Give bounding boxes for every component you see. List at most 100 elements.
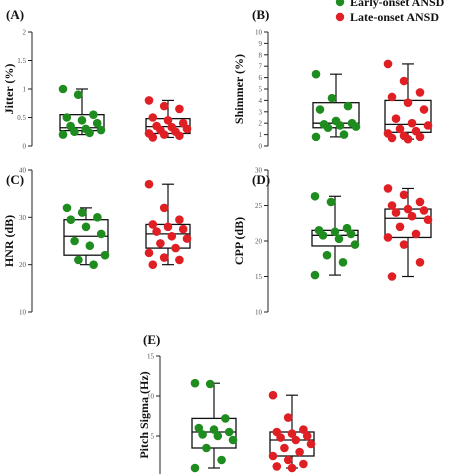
data-point-late	[423, 121, 433, 130]
data-point-early	[315, 105, 325, 114]
data-point-late	[171, 243, 180, 253]
y-tick-label: 10	[255, 29, 263, 37]
data-point-early	[311, 132, 321, 142]
chart-panel-a: (A) 0 0.5 1 1.5 2 Jitter (%)	[2, 7, 192, 151]
data-point-late	[295, 447, 304, 457]
data-point-early	[190, 378, 200, 388]
data-point-early	[92, 118, 102, 128]
data-point-late	[299, 425, 308, 434]
data-point-late	[175, 255, 184, 265]
box-iqr	[191, 417, 237, 449]
data-point-early	[89, 260, 98, 269]
data-point-early	[326, 197, 336, 207]
data-point-late	[287, 463, 297, 473]
data-point-early	[74, 255, 83, 265]
data-point-early	[350, 240, 360, 249]
data-point-late	[419, 105, 429, 114]
y-tick-label: 15	[147, 353, 155, 361]
data-point-late	[182, 124, 192, 134]
y-tick-label: 10	[19, 309, 27, 317]
data-point-late	[163, 222, 173, 232]
data-point-late	[272, 462, 282, 471]
data-point-late	[391, 208, 401, 217]
data-point-early	[58, 84, 68, 94]
data-point-late	[415, 258, 425, 267]
data-point-late	[399, 240, 409, 249]
data-point-early	[318, 231, 328, 240]
data-point-late	[291, 435, 301, 445]
y-tick-label: 7	[259, 63, 263, 71]
box-plot-late	[383, 184, 433, 281]
y-axis-label: Pitch Sigma (Hz)	[137, 371, 151, 458]
panel-label: (B)	[252, 7, 269, 22]
legend-marker	[335, 12, 345, 22]
data-point-late	[395, 222, 405, 232]
data-point-early	[228, 435, 238, 445]
data-point-early	[66, 215, 76, 224]
data-point-early	[70, 236, 79, 246]
data-point-early	[209, 425, 219, 434]
data-point-early	[85, 241, 95, 251]
box-plot-early	[62, 203, 110, 269]
data-point-late	[159, 130, 169, 139]
data-point-late	[159, 203, 169, 213]
data-point-early	[198, 430, 207, 439]
y-axis-label: HNR (dB)	[2, 215, 16, 267]
data-point-late	[419, 206, 429, 215]
data-point-early	[327, 93, 337, 103]
data-point-late	[276, 433, 285, 442]
data-point-late	[283, 455, 293, 465]
data-point-late	[383, 184, 393, 193]
data-point-early	[310, 270, 320, 280]
data-point-early	[58, 130, 68, 139]
data-point-early	[311, 69, 321, 79]
panel-label: (D)	[252, 172, 270, 187]
box-plot-late	[144, 96, 192, 142]
data-point-late	[156, 239, 165, 248]
y-tick-label: 15	[255, 273, 263, 281]
data-point-late	[287, 429, 297, 438]
y-tick-label: 1	[259, 131, 263, 139]
data-point-late	[167, 231, 177, 241]
data-point-early	[335, 121, 345, 130]
box-plot-early	[58, 84, 106, 139]
data-point-late	[395, 124, 405, 134]
y-tick-label: 10	[255, 309, 263, 317]
data-point-late	[144, 179, 154, 189]
y-tick-label: 2	[259, 120, 263, 128]
legend-marker	[335, 0, 345, 7]
data-point-early	[194, 423, 204, 433]
y-tick-label: 8	[259, 51, 263, 59]
data-point-late	[283, 413, 293, 422]
box-plot-early	[311, 69, 361, 142]
y-tick-label: 0.5	[17, 114, 26, 122]
y-tick-label: 5	[151, 433, 155, 441]
data-point-early	[81, 222, 91, 232]
data-point-early	[351, 122, 361, 131]
data-point-late	[383, 59, 393, 69]
data-point-early	[330, 227, 340, 237]
box-iqr	[312, 102, 360, 129]
data-point-late	[175, 131, 184, 141]
data-point-early	[70, 127, 79, 137]
data-point-late	[415, 197, 425, 207]
data-point-early	[96, 125, 106, 135]
y-axis-label: Shimmer (%)	[232, 54, 246, 124]
legend-label: Late-onset ANSD	[350, 10, 439, 24]
y-tick-label: 5	[259, 86, 263, 94]
data-point-early	[338, 258, 348, 267]
data-point-late	[148, 260, 158, 269]
data-point-early	[93, 213, 102, 222]
data-point-late	[415, 88, 425, 97]
data-point-early	[73, 90, 83, 99]
data-point-late	[403, 204, 413, 214]
y-tick-label: 4	[259, 97, 263, 105]
data-point-late	[387, 201, 397, 210]
data-point-late	[178, 224, 188, 234]
y-tick-label: 1	[23, 86, 27, 94]
panel-label: (E)	[143, 332, 160, 347]
data-point-late	[159, 253, 169, 262]
box-plot-late	[144, 179, 192, 269]
y-tick-label: 6	[259, 74, 263, 82]
data-point-late	[175, 104, 184, 114]
